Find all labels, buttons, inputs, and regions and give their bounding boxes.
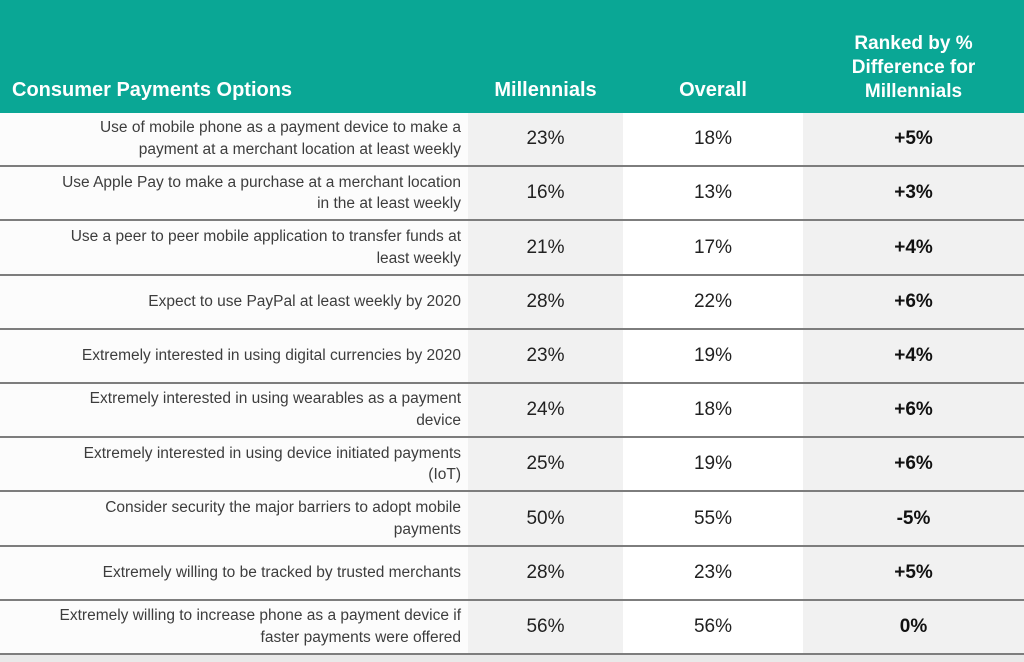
millennials-value: 16% <box>468 167 623 220</box>
row-label: Extremely willing to increase phone as a… <box>0 600 468 654</box>
table-row: Extremely willing to increase phone as a… <box>0 600 1024 656</box>
difference-value: -5% <box>803 492 1024 545</box>
overall-value: 19% <box>623 438 803 491</box>
overall-value: 18% <box>623 113 803 166</box>
millennials-value: 56% <box>468 600 623 654</box>
difference-value: +6% <box>803 275 1024 328</box>
millennials-value: 25% <box>468 438 623 491</box>
table-body: Use of mobile phone as a payment device … <box>0 113 1024 656</box>
difference-value: +4% <box>803 329 1024 383</box>
difference-value: +5% <box>803 546 1024 599</box>
row-label: Use a peer to peer mobile application to… <box>0 221 468 274</box>
difference-value: +3% <box>803 167 1024 220</box>
table-row: Extremely interested in using digital cu… <box>0 329 1024 385</box>
row-label: Use Apple Pay to make a purchase at a me… <box>0 167 468 220</box>
difference-value: +4% <box>803 221 1024 274</box>
millennials-value: 24% <box>468 384 623 437</box>
row-label: Extremely willing to be tracked by trust… <box>0 546 468 599</box>
difference-value: 0% <box>803 600 1024 654</box>
millennials-value: 21% <box>468 221 623 274</box>
row-label: Consider security the major barriers to … <box>0 492 468 545</box>
table-row: Expect to use PayPal at least weekly by … <box>0 275 1024 330</box>
millennials-value: 23% <box>468 329 623 383</box>
millennials-value: 50% <box>468 492 623 545</box>
overall-value: 13% <box>623 167 803 220</box>
table-row: Extremely interested in using wearables … <box>0 384 1024 439</box>
difference-value: +6% <box>803 384 1024 437</box>
header-overall: Overall <box>679 79 747 101</box>
overall-value: 18% <box>623 384 803 437</box>
table-header: Consumer Payments Options Millennials Ov… <box>0 0 1024 113</box>
table-row: Use Apple Pay to make a purchase at a me… <box>0 167 1024 222</box>
millennials-value: 28% <box>468 546 623 599</box>
table-row: Use a peer to peer mobile application to… <box>0 221 1024 276</box>
overall-value: 56% <box>623 600 803 654</box>
millennials-value: 28% <box>468 275 623 328</box>
row-label: Use of mobile phone as a payment device … <box>0 113 468 166</box>
overall-value: 22% <box>623 275 803 328</box>
header-consumer-payments-options: Consumer Payments Options <box>12 79 293 101</box>
row-label: Extremely interested in using digital cu… <box>0 329 468 383</box>
header-ranked-difference-text: Ranked by % Difference for Millennials <box>851 33 976 103</box>
difference-value: +5% <box>803 113 1024 166</box>
row-label: Extremely interested in using device ini… <box>0 438 468 491</box>
overall-value: 55% <box>623 492 803 545</box>
table-row: Consider security the major barriers to … <box>0 492 1024 547</box>
overall-value: 23% <box>623 546 803 599</box>
overall-value: 19% <box>623 329 803 383</box>
difference-value: +6% <box>803 438 1024 491</box>
table-row: Use of mobile phone as a payment device … <box>0 113 1024 168</box>
table-row: Extremely willing to be tracked by trust… <box>0 546 1024 601</box>
table-row: Extremely interested in using device ini… <box>0 438 1024 493</box>
header-ranked-difference: Ranked by % Difference for Millennials <box>803 32 1024 113</box>
row-label: Expect to use PayPal at least weekly by … <box>0 275 468 328</box>
header-millennials: Millennials <box>494 79 597 101</box>
overall-value: 17% <box>623 221 803 274</box>
row-label: Extremely interested in using wearables … <box>0 384 468 437</box>
millennials-value: 23% <box>468 113 623 166</box>
